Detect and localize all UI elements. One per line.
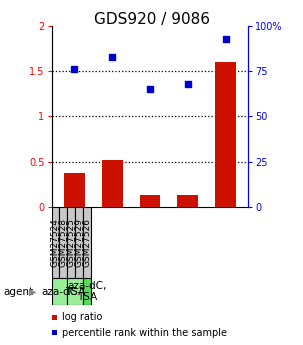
Bar	[102, 160, 122, 207]
Bar	[75, 207, 83, 278]
Text: log ratio: log ratio	[62, 313, 102, 322]
Text: GSM27529: GSM27529	[75, 218, 84, 267]
Bar	[67, 207, 75, 278]
Text: GSM27524: GSM27524	[51, 218, 60, 267]
Point	[223, 36, 228, 41]
Text: GSM27526: GSM27526	[82, 218, 92, 267]
Point	[148, 87, 152, 92]
Text: aza-dC: aza-dC	[42, 287, 77, 296]
Bar	[178, 195, 198, 207]
Text: GSM27528: GSM27528	[59, 218, 68, 267]
Bar	[59, 207, 67, 278]
Bar	[52, 278, 67, 305]
Bar	[64, 174, 85, 207]
Text: GSM27525: GSM27525	[67, 218, 76, 267]
Bar	[67, 278, 83, 305]
Point	[72, 67, 77, 72]
Bar	[215, 62, 236, 207]
Text: aza-dC,
TSA: aza-dC, TSA	[67, 281, 107, 302]
Bar	[140, 195, 160, 207]
Point	[185, 81, 190, 87]
Point	[110, 54, 115, 59]
Text: agent: agent	[3, 287, 33, 296]
Text: ▶: ▶	[29, 287, 36, 296]
Bar	[52, 207, 59, 278]
Text: GDS920 / 9086: GDS920 / 9086	[94, 12, 209, 27]
Text: TSA: TSA	[65, 287, 85, 296]
Bar	[83, 207, 91, 278]
Text: percentile rank within the sample: percentile rank within the sample	[62, 328, 227, 337]
Bar	[83, 278, 91, 305]
